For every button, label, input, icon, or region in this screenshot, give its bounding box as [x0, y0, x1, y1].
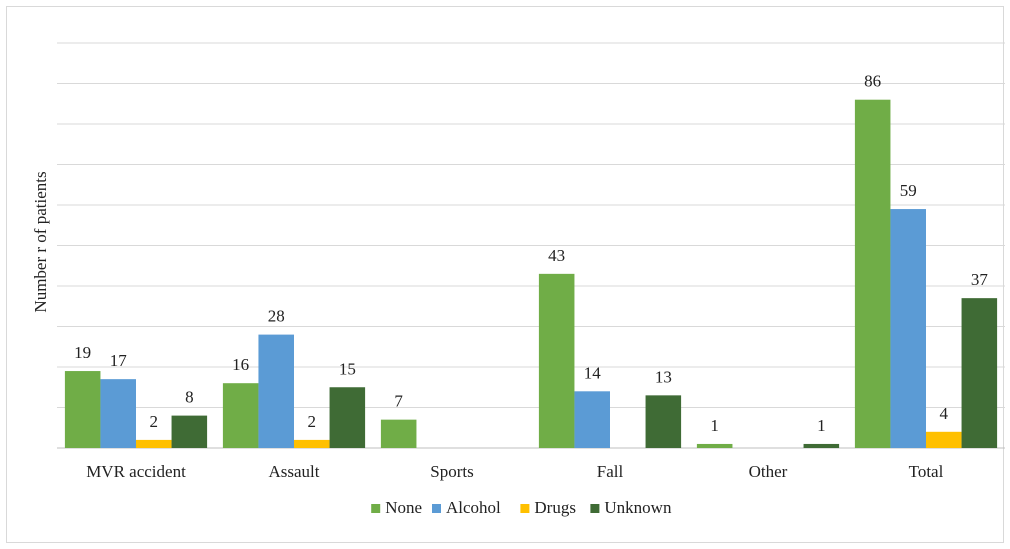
x-tick-label-1: Assault — [269, 462, 320, 481]
data-label-unknown-0: 8 — [185, 388, 194, 407]
data-label-none-2: 7 — [394, 392, 403, 411]
data-label-alcohol-3: 14 — [584, 363, 602, 382]
legend: None Alcohol Drugs Unknown — [371, 498, 672, 517]
x-tick-label-5: Total — [909, 462, 944, 481]
x-tick-labels: MVR accident Assault Sports Fall Other Total — [86, 462, 943, 481]
legend-label-alcohol: Alcohol — [446, 498, 501, 517]
data-label-none-4: 1 — [710, 416, 719, 435]
legend-swatch-alcohol — [432, 504, 441, 513]
bar-unknown-4 — [803, 443, 840, 448]
bar-none-2 — [380, 419, 417, 448]
data-label-none-0: 19 — [74, 343, 91, 362]
data-label-unknown-3: 13 — [655, 367, 672, 386]
data-label-alcohol-1: 28 — [268, 307, 285, 326]
x-tick-label-0: MVR accident — [86, 462, 186, 481]
bar-alcohol-1 — [258, 334, 294, 448]
data-label-unknown-1: 15 — [339, 359, 356, 378]
data-label-none-1: 16 — [232, 355, 249, 374]
x-tick-label-4: Other — [749, 462, 788, 481]
data-label-alcohol-5: 59 — [900, 181, 917, 200]
data-label-none-3: 43 — [548, 246, 565, 265]
chart-frame — [6, 6, 1004, 543]
bar-none-3 — [538, 273, 575, 448]
bar-unknown-3 — [645, 395, 682, 448]
x-tick-label-2: Sports — [430, 462, 473, 481]
bar-alcohol-0 — [100, 379, 136, 448]
bar-unknown-5 — [961, 298, 998, 448]
data-label-drugs-1: 2 — [308, 412, 317, 431]
bar-alcohol-5 — [890, 209, 926, 448]
bar-drugs-5 — [926, 431, 962, 448]
y-axis-label: Number r of patients — [31, 171, 50, 312]
data-label-unknown-4: 1 — [817, 416, 826, 435]
data-label-drugs-0: 2 — [150, 412, 159, 431]
bar-drugs-0 — [136, 439, 172, 448]
data-label-unknown-5: 37 — [971, 270, 989, 289]
bar-none-5 — [854, 99, 891, 448]
bars — [64, 99, 998, 448]
bar-alcohol-3 — [574, 391, 610, 448]
legend-label-unknown: Unknown — [604, 498, 672, 517]
bar-none-1 — [222, 383, 259, 448]
bar-none-4 — [696, 443, 733, 448]
legend-swatch-drugs — [520, 504, 530, 513]
gridlines — [57, 42, 1005, 449]
data-label-drugs-5: 4 — [940, 404, 949, 423]
x-tick-label-3: Fall — [597, 462, 624, 481]
bar-none-0 — [64, 371, 101, 448]
data-label-none-5: 86 — [864, 72, 881, 91]
data-label-alcohol-0: 17 — [110, 351, 128, 370]
bar-unknown-0 — [171, 415, 208, 448]
data-labels: 19 16 7 43 1 86 17 28 14 59 2 2 4 8 15 13 1 37 — [74, 72, 988, 435]
legend-swatch-none — [371, 504, 381, 513]
legend-label-none: None — [385, 498, 422, 517]
bar-unknown-1 — [329, 387, 366, 448]
bar-drugs-1 — [294, 439, 330, 448]
legend-swatch-unknown — [590, 504, 600, 513]
legend-label-drugs: Drugs — [534, 498, 576, 517]
